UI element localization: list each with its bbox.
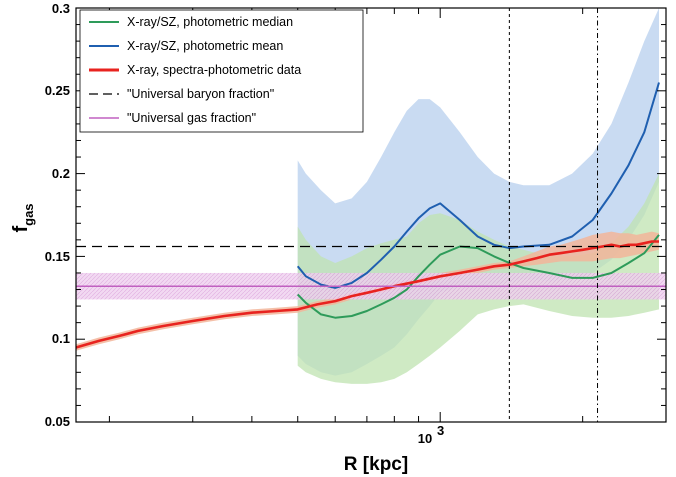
svg-text:"Universal gas fraction": "Universal gas fraction" <box>127 111 256 125</box>
y-tick-label: 0.25 <box>45 83 70 98</box>
y-tick-labels: 0.05 0.1 0.15 0.2 0.25 0.3 <box>45 1 70 429</box>
y-tick-label: 0.05 <box>45 414 70 429</box>
legend-entry-gas: "Universal gas fraction" <box>89 111 256 125</box>
legend-entry-spectra: X-ray, spectra-photometric data <box>89 63 301 77</box>
y-tick-label: 0.15 <box>45 249 70 264</box>
legend-entry-median: X-ray/SZ, photometric median <box>89 15 293 29</box>
legend-entry-mean: X-ray/SZ, photometric mean <box>89 39 283 53</box>
svg-text:X-ray, spectra-photometric dat: X-ray, spectra-photometric data <box>127 63 301 77</box>
series-line-spectra <box>76 240 659 349</box>
y-axis-title: fgas <box>10 203 36 232</box>
svg-text:3: 3 <box>437 423 444 438</box>
series-line-mean <box>296 82 660 289</box>
y-tick-label: 0.3 <box>52 1 70 16</box>
x-axis-title: R [kpc] <box>344 454 408 475</box>
vertical-reference-lines <box>508 8 599 422</box>
plot-frame <box>75 7 667 423</box>
svg-text:X-ray/SZ, photometric mean: X-ray/SZ, photometric mean <box>127 39 283 53</box>
axis-ticks <box>76 7 667 423</box>
series-line-median <box>296 234 660 319</box>
y-tick-label: 0.1 <box>52 331 70 346</box>
svg-text:X-ray/SZ, photometric median: X-ray/SZ, photometric median <box>127 15 293 29</box>
series-lines <box>76 82 666 349</box>
legend-entry-baryon: "Universal baryon fraction" <box>89 87 274 101</box>
legend: X-ray/SZ, photometric median X-ray/SZ, p… <box>79 9 364 133</box>
y-tick-label: 0.2 <box>52 166 70 181</box>
svg-text:fgas: fgas <box>10 203 36 232</box>
svg-text:10: 10 <box>418 431 432 446</box>
svg-text:"Universal baryon fraction": "Universal baryon fraction" <box>127 87 274 101</box>
x-tick-label: 10 3 <box>418 423 444 446</box>
legend-box <box>79 9 364 133</box>
